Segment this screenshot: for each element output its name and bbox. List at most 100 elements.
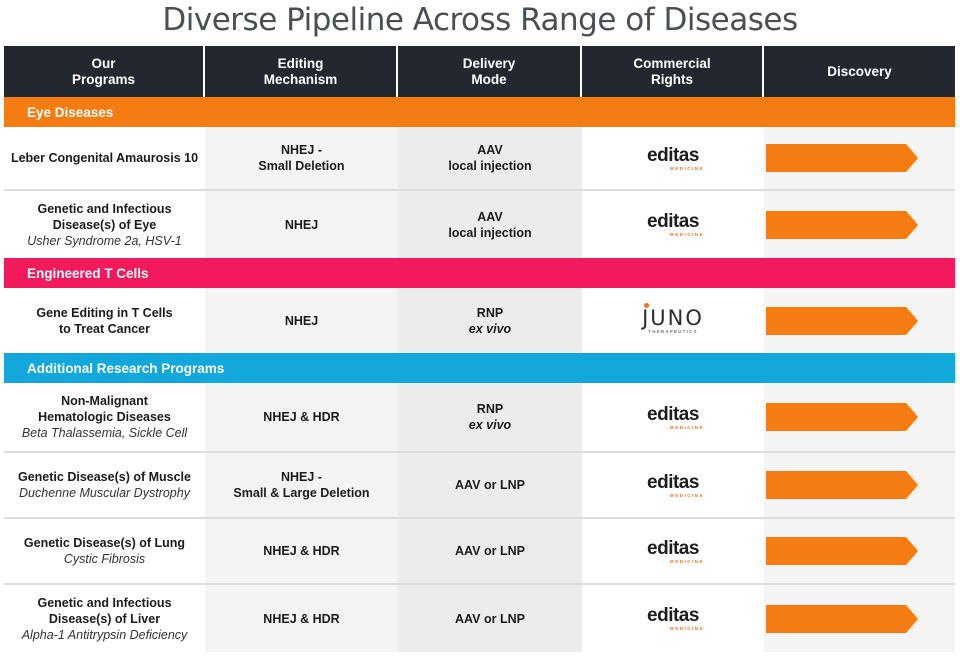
editing-mechanism-cell: NHEJ - Small Deletion <box>205 127 398 189</box>
program-name: Genetic and Infectious Disease(s) of Liv… <box>37 595 172 626</box>
program-name: Genetic Disease(s) of Lung <box>23 536 186 550</box>
delivery-mode-cell: RNP ex vivo <box>398 288 582 353</box>
program-indication: Duchenne Muscular Dystrophy <box>19 486 190 500</box>
editas-logo-sub: MEDICINE <box>669 558 704 564</box>
program-name: Genetic and Infectious Disease(s) of Eye <box>37 201 172 232</box>
editas-logo-word: editas <box>647 211 699 232</box>
editas-logo: editas MEDICINE <box>642 211 704 238</box>
editas-logo-word: editas <box>647 605 699 626</box>
discovery-arrow-shape <box>766 537 918 565</box>
header-commercial-rights: Commercial Rights <box>582 46 764 97</box>
delivery-mode-cell: AAV local injection <box>398 127 582 189</box>
delivery-mode-cell: AAV or LNP <box>398 585 582 652</box>
delivery-mode: AAV <box>477 209 503 224</box>
table-row: Genetic and Infectious Disease(s) of Liv… <box>4 585 955 652</box>
commercial-rights-cell: editas MEDICINE <box>582 191 764 258</box>
discovery-arrow-shape <box>766 144 918 172</box>
delivery-mode: AAV or LNP <box>455 611 525 626</box>
editas-logo-sub: MEDICINE <box>669 232 704 237</box>
section-eye-diseases: Eye Diseases <box>4 97 955 127</box>
program-indication: Usher Syndrome 2a, HSV-1 <box>27 233 182 248</box>
discovery-progress-arrow <box>766 403 918 431</box>
header-delivery-mode: Delivery Mode <box>398 46 582 97</box>
editas-logo: editas MEDICINE <box>642 144 704 171</box>
program-name: Genetic Disease(s) of Muscle <box>18 470 191 484</box>
program-cell: Gene Editing in T Cells to Treat Cancer <box>4 288 205 353</box>
delivery-mode-cell: AAV or LNP <box>398 453 582 517</box>
delivery-detail: ex vivo <box>468 321 512 336</box>
editas-logo-word: editas <box>647 403 699 425</box>
pipeline-table: Our Programs Editing Mechanism Delivery … <box>4 46 955 652</box>
delivery-mode: RNP <box>476 305 504 320</box>
discovery-cell <box>764 383 955 451</box>
discovery-arrow-shape <box>766 210 918 239</box>
section-additional-research: Additional Research Programs <box>4 353 955 383</box>
table-row: Gene Editing in T Cells to Treat Cancer N… <box>4 288 955 353</box>
discovery-cell <box>764 585 955 652</box>
discovery-progress-arrow <box>766 537 918 565</box>
header-editing-mechanism: Editing Mechanism <box>205 46 398 97</box>
juno-logo-word: JUNO <box>642 306 704 330</box>
program-name: Gene Editing in T Cells to Treat Cancer <box>36 305 173 336</box>
discovery-progress-arrow <box>766 144 918 172</box>
discovery-cell <box>764 519 955 583</box>
header-programs: Our Programs <box>4 46 205 97</box>
editing-mechanism-cell: NHEJ & HDR <box>205 519 398 583</box>
table-header: Our Programs Editing Mechanism Delivery … <box>4 46 955 97</box>
editas-logo-word: editas <box>647 471 699 493</box>
delivery-mode-cell: AAV or LNP <box>398 519 582 583</box>
program-cell: Non-Malignant Hematologic Diseases Beta T… <box>4 383 205 451</box>
program-indication: Beta Thalassemia, Sickle Cell <box>21 426 188 440</box>
editas-logo-word: editas <box>647 537 699 559</box>
table-row: Genetic and Infectious Disease(s) of Eye… <box>4 191 955 258</box>
delivery-detail: local injection <box>448 225 532 240</box>
group-engineered-t-cells: Gene Editing in T Cells to Treat Cancer N… <box>4 288 955 353</box>
program-cell: Leber Congenital Amaurosis 10 <box>4 127 205 189</box>
commercial-rights-cell: JUNO THERAPEUTICS <box>582 288 764 353</box>
editas-logo-sub: MEDICINE <box>669 424 704 430</box>
editas-logo: editas MEDICINE <box>642 537 704 564</box>
editas-logo-word: editas <box>647 144 699 166</box>
discovery-cell <box>764 288 955 353</box>
table-row: Non-Malignant Hematologic Diseases Beta T… <box>4 383 955 453</box>
editas-logo-sub: MEDICINE <box>669 492 704 498</box>
editas-logo: editas MEDICINE <box>642 605 704 632</box>
editas-logo: editas MEDICINE <box>642 471 704 498</box>
juno-logo: JUNO THERAPEUTICS <box>642 303 704 334</box>
program-name: Non-Malignant Hematologic Diseases <box>38 394 171 424</box>
program-cell: Genetic Disease(s) of Lung Cystic Fibrosi… <box>4 519 205 583</box>
table-row: Leber Congenital Amaurosis 10 NHEJ - Smal… <box>4 127 955 191</box>
discovery-arrow-shape <box>766 306 918 335</box>
commercial-rights-cell: editas MEDICINE <box>582 127 764 189</box>
commercial-rights-cell: editas MEDICINE <box>582 383 764 451</box>
section-engineered-t-cells: Engineered T Cells <box>4 258 955 288</box>
table-row: Genetic Disease(s) of Muscle Duchenne Mus… <box>4 453 955 519</box>
delivery-mode: AAV <box>477 143 503 157</box>
program-indication: Alpha-1 Antitrypsin Deficiency <box>21 627 188 642</box>
discovery-progress-arrow <box>766 604 918 633</box>
editas-logo: editas MEDICINE <box>642 403 704 430</box>
discovery-progress-arrow <box>766 210 918 239</box>
group-additional-research: Non-Malignant Hematologic Diseases Beta T… <box>4 383 955 652</box>
delivery-mode: RNP <box>476 402 504 416</box>
editing-mechanism-cell: NHEJ <box>205 191 398 258</box>
discovery-arrow-shape <box>766 471 918 499</box>
delivery-detail: ex vivo <box>468 418 512 432</box>
editing-mechanism-cell: NHEJ <box>205 288 398 353</box>
page-title: Diverse Pipeline Across Range of Disease… <box>162 2 798 38</box>
editing-mechanism-cell: NHEJ - Small & Large Deletion <box>205 453 398 517</box>
delivery-mode-cell: AAV local injection <box>398 191 582 258</box>
discovery-progress-arrow <box>766 471 918 499</box>
discovery-cell <box>764 127 955 189</box>
discovery-arrow-shape <box>766 604 918 633</box>
delivery-mode-cell: RNP ex vivo <box>398 383 582 451</box>
delivery-mode: AAV or LNP <box>455 544 525 558</box>
juno-logo-sub: THERAPEUTICS <box>648 329 698 334</box>
editing-mechanism-cell: NHEJ & HDR <box>205 585 398 652</box>
discovery-cell <box>764 191 955 258</box>
delivery-detail: local injection <box>448 159 532 173</box>
commercial-rights-cell: editas MEDICINE <box>582 519 764 583</box>
program-indication: Cystic Fibrosis <box>63 552 146 566</box>
delivery-mode: AAV or LNP <box>455 478 525 492</box>
juno-dot-icon <box>644 303 650 308</box>
